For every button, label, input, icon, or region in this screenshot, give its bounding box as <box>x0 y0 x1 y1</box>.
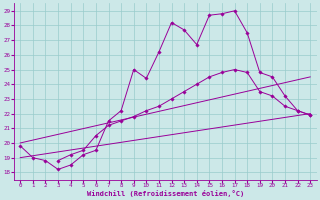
X-axis label: Windchill (Refroidissement éolien,°C): Windchill (Refroidissement éolien,°C) <box>87 190 244 197</box>
